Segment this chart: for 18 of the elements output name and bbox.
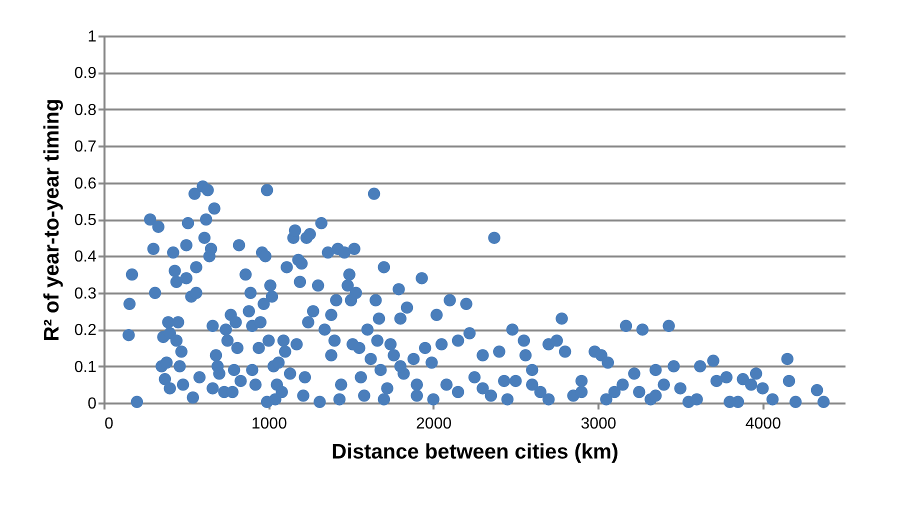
x-tick-label: 1000 bbox=[251, 416, 288, 432]
y-tick-label: 0.4 bbox=[74, 248, 97, 266]
x-tick-label: 0 bbox=[104, 416, 114, 432]
y-tick-label: 1 bbox=[88, 28, 97, 46]
y-tick-label: 0.1 bbox=[74, 358, 97, 376]
y-tick-label: 0.6 bbox=[74, 175, 97, 192]
y-tick-label: 0.9 bbox=[74, 65, 97, 82]
y-tick-label: 0.2 bbox=[74, 322, 97, 340]
y-tick-label: 0.7 bbox=[74, 138, 97, 156]
y-tick-label: 0.8 bbox=[74, 102, 97, 119]
y-tick-label: 0 bbox=[88, 396, 97, 412]
y-axis-title: R² of year-to-year timing bbox=[40, 98, 64, 342]
x-tick-label: 2000 bbox=[416, 416, 452, 432]
x-tick-label: 4000 bbox=[745, 416, 782, 432]
x-axis-title: Distance between cities (km) bbox=[331, 440, 619, 464]
y-tick-label: 0.5 bbox=[74, 212, 97, 229]
y-tick-label: 0.3 bbox=[74, 285, 97, 302]
x-tick-label: 3000 bbox=[580, 416, 616, 432]
